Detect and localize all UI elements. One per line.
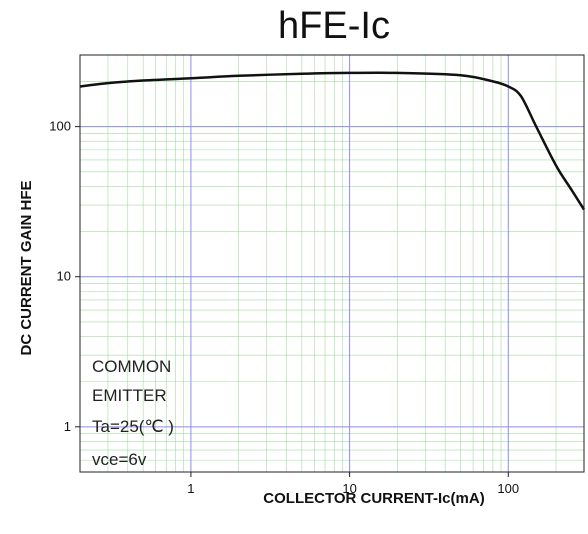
x-tick-label: 100: [497, 481, 519, 496]
annotation-vce: vce=6v: [92, 450, 147, 469]
x-tick-label: 10: [342, 481, 356, 496]
y-tick-label: 10: [57, 269, 71, 284]
x-axis-label: COLLECTOR CURRENT-Ic(mA): [263, 490, 484, 507]
annotation-common: COMMON: [92, 357, 171, 376]
annotation-temperature: Ta=25(℃ ): [92, 417, 174, 436]
x-tick-label: 1: [187, 481, 194, 496]
plot-frame: [79, 54, 585, 473]
major-grid: [80, 55, 584, 472]
y-axis-ticks: 1 10 100: [49, 119, 80, 434]
y-tick-label: 1: [64, 419, 71, 434]
x-axis-ticks: 1 10 100: [187, 472, 519, 496]
chart-title: hFE-Ic: [278, 5, 390, 47]
minor-grid: [80, 55, 584, 472]
y-axis-label: DC CURRENT GAIN HFE: [18, 181, 35, 356]
y-tick-label: 100: [49, 119, 71, 134]
annotation-emitter: EMITTER: [92, 386, 167, 405]
series-line-hfe: [79, 71, 586, 211]
